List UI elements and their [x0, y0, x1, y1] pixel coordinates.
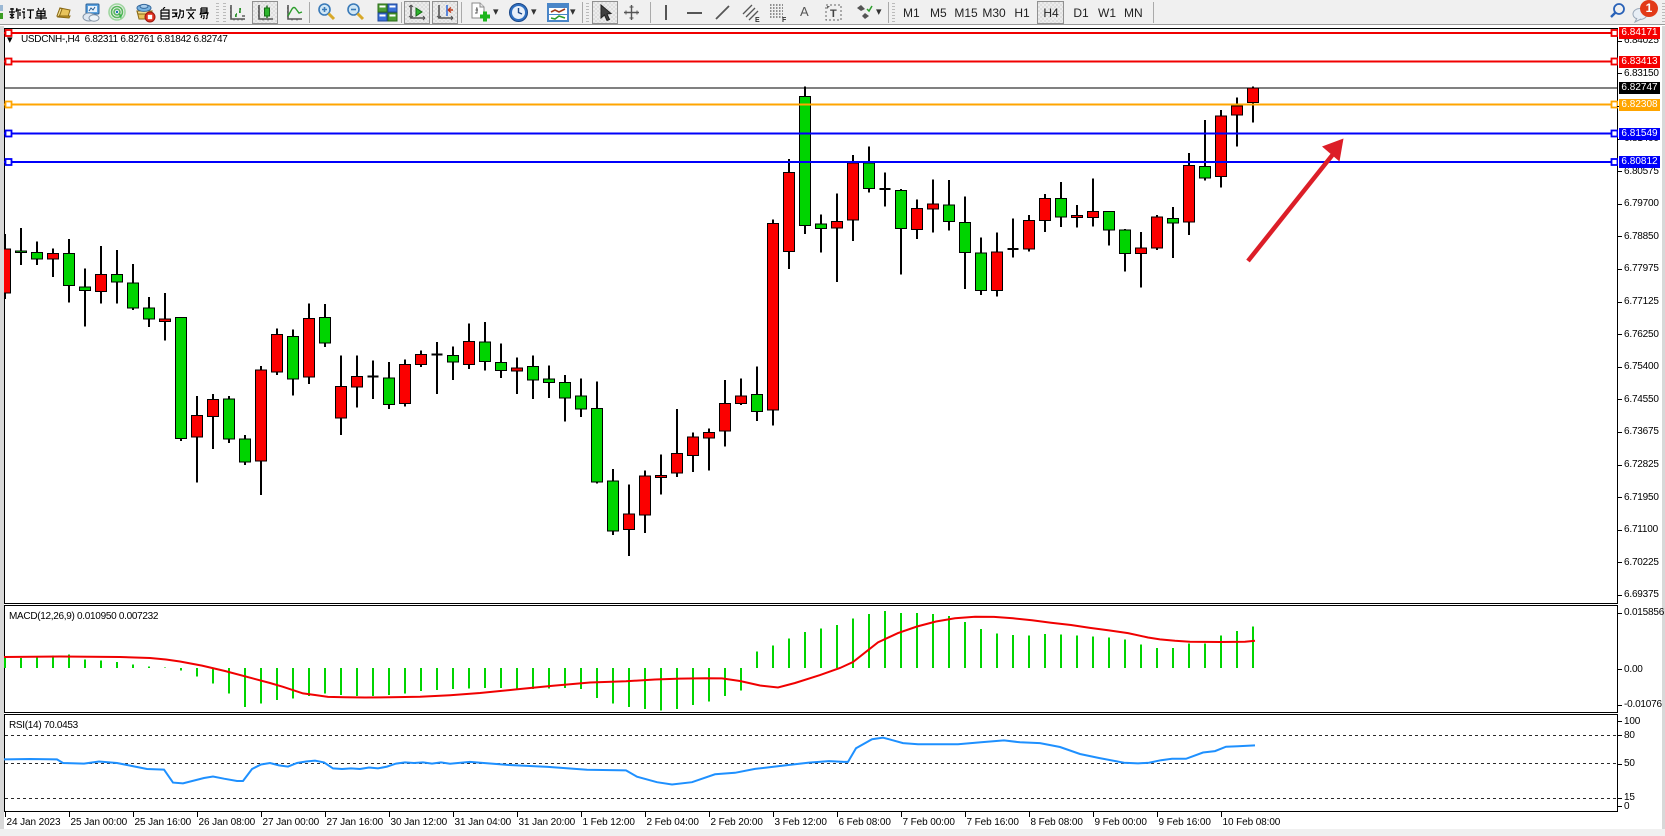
svg-text:F: F: [782, 17, 787, 23]
svg-text:E: E: [755, 17, 760, 23]
svg-text:T: T: [830, 8, 837, 20]
